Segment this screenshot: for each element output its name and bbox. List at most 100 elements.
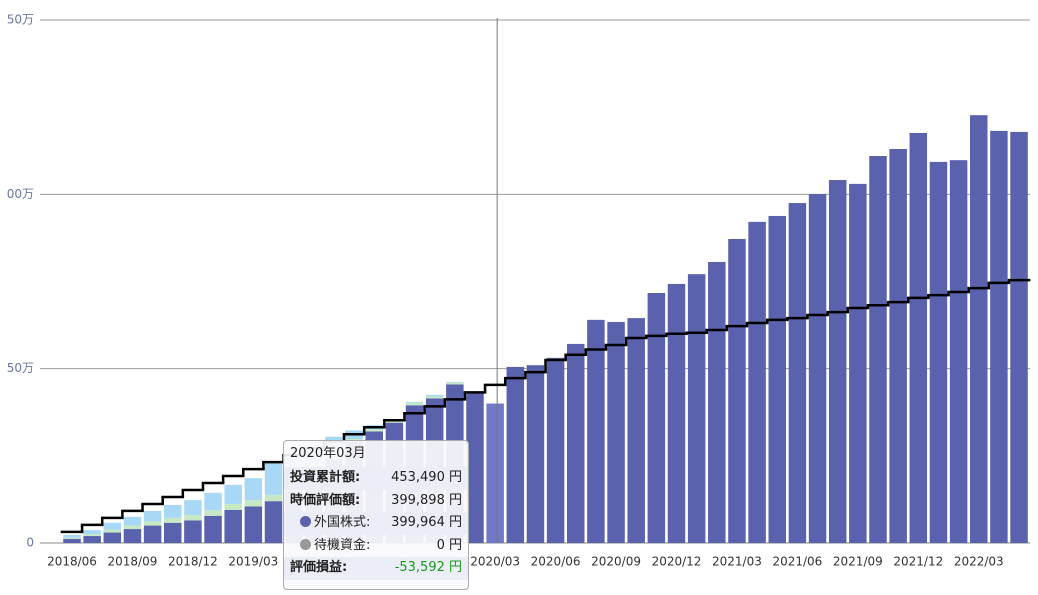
bar-segment [224,503,242,510]
bar-segment [869,155,887,544]
x-tick-label: 2018/12 [168,555,218,569]
bar-segment [728,238,746,544]
bar-segment [103,529,122,533]
bar-segment [970,115,988,543]
bar-segment [63,537,81,539]
tooltip-label: 外国株式: [290,512,391,535]
tooltip: 2020年03月 投資累計額: 453,490 円時価評価額: 399,898 円外… [283,440,469,590]
bar-segment [385,420,404,423]
tooltip-row: 投資累計額: 453,490 円 [284,467,468,490]
tooltip-label: 待機資金: [290,535,437,558]
x-tick-label: 2018/09 [108,555,158,569]
tooltip-value: 0 円 [436,537,462,553]
bar-segment [405,402,424,404]
bar-segment [264,501,283,543]
bar-segment [123,529,142,543]
bar-segment [224,509,242,543]
y-tick-label: 50万 [7,13,34,27]
bar-segment [748,221,766,544]
bar-segment [667,283,686,543]
bar-segment [244,500,263,507]
bar-segment [164,504,182,518]
x-tick-label: 2020/03 [470,555,520,569]
bar-segment [546,357,565,543]
x-tick-label: 2021/03 [712,555,762,569]
bar-segment [83,536,101,543]
x-tick-label: 2019/03 [228,555,278,569]
tooltip-label-text: 外国株式: [314,515,371,530]
bar-segment [768,215,786,543]
tooltip-label: 時価評価額: [290,490,391,513]
legend-dot [300,538,311,550]
bar-segment [63,534,81,538]
bar-segment [627,318,645,543]
bar-segment [425,394,444,397]
bar-segment [264,494,283,502]
x-tick-label: 2021/06 [772,555,822,569]
bar-segment [204,492,222,511]
bar-segment [849,183,867,543]
bar-segment [103,522,122,530]
bar-segment [143,521,162,526]
bar-segment [446,382,464,385]
bar-segment [889,149,907,544]
bar-segment [244,478,263,501]
bar-segment [929,161,948,543]
bar-segment [708,261,726,543]
bar-segment [224,484,242,504]
x-tick-label: 2021/12 [893,555,943,569]
bar-segment [909,132,928,543]
bar-segment [567,343,585,543]
bar-segment [244,506,263,543]
tooltip-value: 399,964 円 [391,515,462,530]
bar-segment [587,319,605,543]
tooltip-label-text: 評価損益: [290,560,348,575]
tooltip-label-text: 待機資金: [314,537,371,553]
bar-segment [1010,131,1028,543]
tooltip-label: 投資累計額: [290,467,391,490]
bar-segment [184,520,202,543]
bar-segment [204,515,222,543]
bar-segment [143,510,162,522]
tooltip-label-text: 時価評価額: [290,492,361,508]
tooltip-label: 評価損益: [290,557,395,580]
bar-segment [405,403,424,406]
x-tick-label: 2021/09 [833,555,883,569]
legend-dot [300,516,311,527]
bar-segment [607,321,625,543]
x-tick-label: 2020/12 [652,555,702,569]
tooltip-title: 2020年03月 [290,446,366,461]
bar-segment [486,403,504,543]
bar-segment [990,130,1008,543]
bar-segment [123,525,142,530]
tooltip-row: 外国株式: 399,964 円 [284,512,468,535]
y-tick-label: 50万 [7,361,34,375]
bar-segment [63,538,81,543]
bar-segment [123,516,142,526]
x-tick-label: 2022/03 [954,555,1004,569]
bar-segment [184,515,202,521]
bar-segment [526,365,545,543]
y-tick-label: 00万 [7,187,34,201]
bar-segment [365,429,383,432]
x-tick-label: 2020/09 [591,555,641,569]
bar-segment [687,274,706,543]
bar-segment [808,193,827,543]
bar-segment [103,532,122,543]
x-tick-label: 2018/06 [47,555,97,569]
bar-segment [647,293,666,543]
bar-segment [425,396,444,399]
bar-segment [204,510,222,516]
y-tick-label: 0 [26,536,34,550]
tooltip-value: -53,592 円 [394,560,462,575]
tooltip-row: 時価評価額: 399,898 円 [284,490,468,513]
tooltip-value: 453,490 円 [391,470,462,485]
tooltip-rows: 投資累計額: 453,490 円時価評価額: 399,898 円外国株式: 399,9… [284,467,468,580]
bar-segment [164,522,182,543]
bar-segment [264,461,283,495]
bar-segment [83,534,101,537]
bar-segment [143,525,162,543]
tooltip-row: 待機資金: 0 円 [284,535,468,558]
